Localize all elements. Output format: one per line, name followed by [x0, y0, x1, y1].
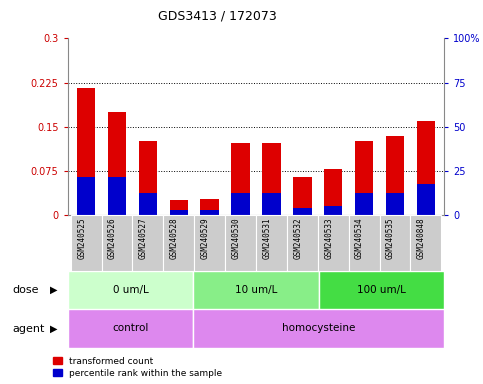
Bar [200, 210, 219, 215]
Bar [324, 206, 342, 215]
Bar [231, 193, 250, 215]
Bar [386, 193, 404, 215]
Text: GSM240848: GSM240848 [417, 218, 426, 260]
Bar [287, 215, 318, 271]
Bar [68, 271, 193, 309]
Text: 0 um/L: 0 um/L [113, 285, 148, 295]
Text: GSM240533: GSM240533 [324, 218, 333, 260]
Bar [139, 141, 157, 215]
Bar [355, 141, 373, 215]
Bar [170, 200, 188, 215]
Text: GSM240525: GSM240525 [77, 218, 86, 260]
Bar [231, 143, 250, 215]
Text: GSM240528: GSM240528 [170, 218, 179, 260]
Text: GSM240531: GSM240531 [262, 218, 271, 260]
Bar [193, 309, 444, 348]
Bar [319, 271, 444, 309]
Text: 10 um/L: 10 um/L [235, 285, 277, 295]
Text: control: control [112, 323, 149, 333]
Bar [132, 215, 163, 271]
Bar [349, 215, 380, 271]
Bar [293, 177, 312, 215]
Legend: transformed count, percentile rank within the sample: transformed count, percentile rank withi… [53, 357, 222, 377]
Text: ▶: ▶ [49, 285, 57, 295]
Text: dose: dose [12, 285, 39, 295]
Bar [386, 136, 404, 215]
Bar [225, 215, 256, 271]
Bar [77, 88, 96, 215]
Bar [139, 193, 157, 215]
Text: GSM240532: GSM240532 [293, 218, 302, 260]
Bar [194, 215, 225, 271]
Bar [416, 121, 435, 215]
Bar [262, 143, 281, 215]
Text: GSM240526: GSM240526 [108, 218, 117, 260]
Bar [193, 271, 319, 309]
Text: GSM240534: GSM240534 [355, 218, 364, 260]
Bar [163, 215, 194, 271]
Bar [200, 199, 219, 215]
Bar [262, 193, 281, 215]
Bar [108, 177, 126, 215]
Bar [293, 208, 312, 215]
Text: ▶: ▶ [49, 324, 57, 334]
Bar [101, 215, 132, 271]
Text: 100 um/L: 100 um/L [357, 285, 406, 295]
Bar [170, 210, 188, 215]
Bar [77, 177, 96, 215]
Text: agent: agent [12, 324, 44, 334]
Text: homocysteine: homocysteine [282, 323, 355, 333]
Bar [71, 215, 101, 271]
Bar [355, 193, 373, 215]
Bar [256, 215, 287, 271]
Bar [108, 112, 126, 215]
Bar [318, 215, 349, 271]
Text: GDS3413 / 172073: GDS3413 / 172073 [158, 10, 277, 23]
Bar [380, 215, 411, 271]
Bar [68, 309, 193, 348]
Text: GSM240529: GSM240529 [200, 218, 210, 260]
Text: GSM240535: GSM240535 [386, 218, 395, 260]
Bar [411, 215, 441, 271]
Bar [416, 184, 435, 215]
Text: GSM240530: GSM240530 [231, 218, 241, 260]
Text: GSM240527: GSM240527 [139, 218, 148, 260]
Bar [324, 169, 342, 215]
